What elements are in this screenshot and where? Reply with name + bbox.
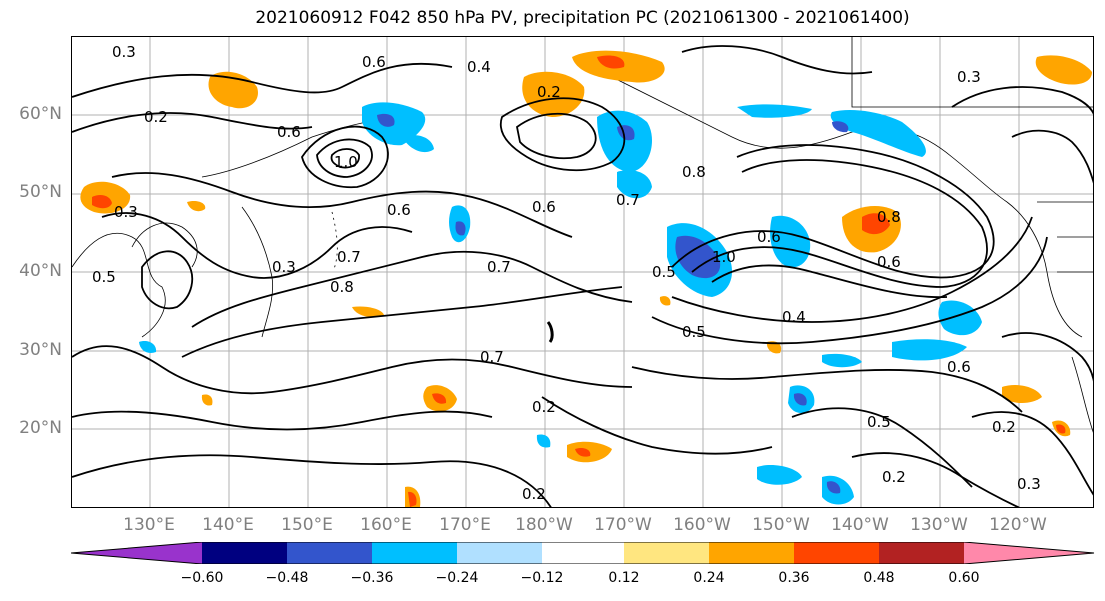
lon-label-180w: 180°W bbox=[515, 515, 573, 535]
contour-label: 0.4 bbox=[467, 58, 491, 76]
contour-label: 0.2 bbox=[537, 83, 561, 101]
lon-label-130w: 130°W bbox=[910, 515, 968, 535]
colorbar-segment bbox=[202, 542, 287, 564]
colorbar-tick: 0.36 bbox=[778, 570, 810, 586]
lat-label-30n: 30°N bbox=[19, 340, 62, 360]
contour-label: 0.2 bbox=[992, 418, 1016, 436]
contour-label: 0.2 bbox=[144, 108, 168, 126]
lon-label-150e: 150°E bbox=[281, 515, 333, 535]
contour-label: 0.3 bbox=[114, 203, 138, 221]
lat-label-60n: 60°N bbox=[19, 104, 62, 124]
lon-label-150w: 150°W bbox=[752, 515, 810, 535]
colorbar-segment bbox=[542, 542, 624, 564]
lon-label-140e: 140°E bbox=[202, 515, 254, 535]
colorbar-segment bbox=[372, 542, 457, 564]
contour-label: 0.4 bbox=[782, 308, 806, 326]
colorbar-tick: 0.48 bbox=[863, 570, 895, 586]
contour-label: 0.6 bbox=[362, 53, 386, 71]
colorbar-segment bbox=[624, 542, 709, 564]
map-panel: 0.3 0.2 0.6 0.6 1.0 0.4 0.2 0.3 0.5 0.8 … bbox=[71, 36, 1094, 508]
lat-label-20n: 20°N bbox=[19, 418, 62, 438]
contour-label: 0.5 bbox=[682, 323, 706, 341]
contour-label: 0.6 bbox=[757, 228, 781, 246]
contour-label: 1.0 bbox=[712, 248, 736, 266]
contour-label: 0.3 bbox=[112, 43, 136, 61]
contour-labels: 0.3 0.2 0.6 0.6 1.0 0.4 0.2 0.3 0.5 0.8 … bbox=[92, 43, 1041, 503]
lon-label-120w: 120°W bbox=[989, 515, 1047, 535]
contour-label: 0.8 bbox=[682, 163, 706, 181]
colorbar-segment bbox=[287, 542, 372, 564]
colorbar-tick: 0.60 bbox=[948, 570, 980, 586]
lat-label-40n: 40°N bbox=[19, 261, 62, 281]
contour-label: 0.6 bbox=[277, 123, 301, 141]
contour-label: 0.2 bbox=[522, 485, 546, 503]
contour-label: 1.0 bbox=[334, 153, 358, 171]
colorbar-tick: 0.12 bbox=[608, 570, 640, 586]
lon-label-130e: 130°E bbox=[123, 515, 175, 535]
map-svg: 0.3 0.2 0.6 0.6 1.0 0.4 0.2 0.3 0.5 0.8 … bbox=[72, 37, 1093, 507]
colorbar-tick: −0.12 bbox=[520, 570, 564, 586]
contour-label: 0.3 bbox=[1017, 475, 1041, 493]
contour-label: 0.6 bbox=[947, 358, 971, 376]
graticule bbox=[72, 37, 1093, 507]
contour-label: 0.3 bbox=[957, 68, 981, 86]
colorbar-svg bbox=[70, 541, 1095, 565]
colorbar-tick: −0.36 bbox=[350, 570, 394, 586]
contour-label: 0.6 bbox=[877, 253, 901, 271]
contour-label: 0.5 bbox=[652, 263, 676, 281]
colorbar-tick: −0.60 bbox=[180, 570, 224, 586]
lon-label-160e: 160°E bbox=[360, 515, 412, 535]
lon-label-160w: 160°W bbox=[673, 515, 731, 535]
contour-label: 0.8 bbox=[877, 208, 901, 226]
lat-label-50n: 50°N bbox=[19, 182, 62, 202]
colorbar-segment bbox=[71, 542, 202, 564]
contour-label: 0.7 bbox=[480, 348, 504, 366]
colorbar-segment bbox=[709, 542, 794, 564]
contour-label: 0.6 bbox=[532, 198, 556, 216]
colorbar-segment bbox=[879, 542, 964, 564]
lon-label-140w: 140°W bbox=[831, 515, 889, 535]
contour-label: 0.6 bbox=[387, 201, 411, 219]
contour-label: 0.7 bbox=[487, 258, 511, 276]
contour-label: 0.8 bbox=[330, 278, 354, 296]
colorbar-tick: −0.48 bbox=[265, 570, 309, 586]
pv-contours bbox=[72, 45, 1093, 507]
contour-label: 0.5 bbox=[867, 413, 891, 431]
colorbar-tick: 0.24 bbox=[693, 570, 725, 586]
contour-label: 0.3 bbox=[272, 258, 296, 276]
colorbar bbox=[70, 541, 1095, 565]
contour-label: 0.2 bbox=[882, 468, 906, 486]
colorbar-segment bbox=[794, 542, 879, 564]
lon-label-170w: 170°W bbox=[594, 515, 652, 535]
lon-label-170e: 170°E bbox=[439, 515, 491, 535]
colorbar-segment bbox=[964, 542, 1094, 564]
contour-label: 0.2 bbox=[532, 398, 556, 416]
colorbar-tick: −0.24 bbox=[435, 570, 479, 586]
contour-label: 0.7 bbox=[616, 191, 640, 209]
map-title: 2021060912 F042 850 hPa PV, precipitatio… bbox=[255, 8, 910, 28]
colorbar-segment bbox=[457, 542, 542, 564]
contour-label: 0.7 bbox=[337, 248, 361, 266]
contour-label: 0.5 bbox=[92, 268, 116, 286]
